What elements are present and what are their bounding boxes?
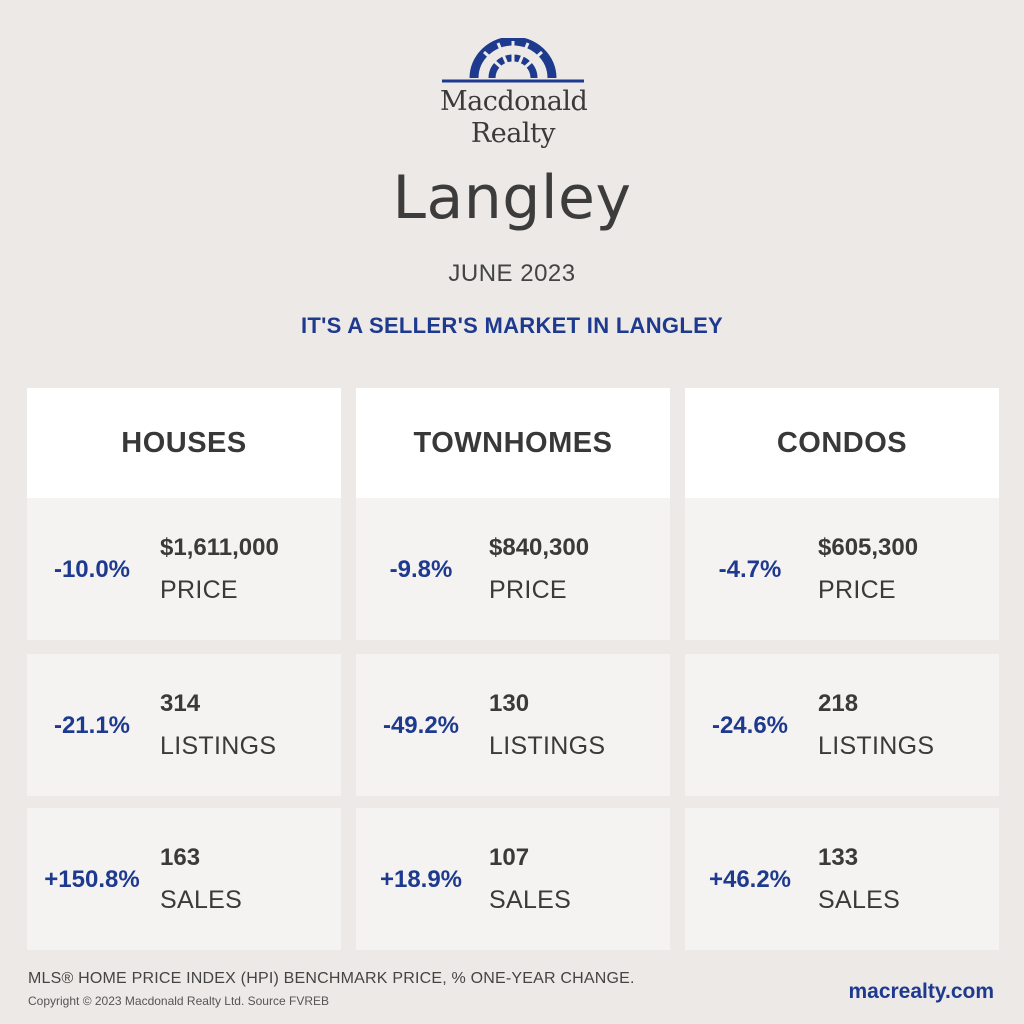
listings-card: -49.2% 130 LISTINGS	[356, 654, 670, 796]
sales-card: +18.9% 107 SALES	[356, 808, 670, 950]
brand-logo: Macdonald Realty	[440, 38, 588, 156]
methodology-note: MLS® HOME PRICE INDEX (HPI) BENCHMARK PR…	[28, 970, 635, 987]
city-title: Langley	[392, 163, 632, 233]
report-month: JUNE 2023	[448, 260, 576, 287]
metric-value: 218	[818, 690, 859, 717]
metric-label: LISTINGS	[818, 732, 935, 760]
houses-column: HOUSES -10.0% $1,611,000 PRICE -21.1% 31…	[27, 388, 341, 950]
column-title: HOUSES	[27, 388, 341, 498]
metric-label: PRICE	[489, 576, 567, 604]
metric-label: PRICE	[818, 576, 896, 604]
percent-change: -9.8%	[389, 556, 453, 583]
percent-change: -49.2%	[382, 712, 460, 739]
market-tagline: IT'S A SELLER'S MARKET IN LANGLEY	[300, 313, 724, 338]
condos-column: CONDOS -4.7% $605,300 PRICE -24.6% 218 L…	[685, 388, 999, 950]
listings-card: -21.1% 314 LISTINGS	[27, 654, 341, 796]
percent-change: -21.1%	[53, 712, 131, 739]
percent-change: -10.0%	[53, 556, 131, 583]
brand-name-line2: Realty	[470, 118, 556, 149]
sunburst-arch-logo-icon	[442, 38, 584, 83]
percent-change: +18.9%	[379, 866, 463, 893]
percent-change: -4.7%	[718, 556, 782, 583]
sales-card: +150.8% 163 SALES	[27, 808, 341, 950]
metric-label: SALES	[160, 886, 243, 914]
metric-value: 314	[160, 690, 201, 717]
copyright-text: Copyright © 2023 Macdonald Realty Ltd. S…	[28, 994, 329, 1008]
townhomes-column: TOWNHOMES -9.8% $840,300 PRICE -49.2% 13…	[356, 388, 670, 950]
metric-value: 130	[489, 690, 530, 717]
percent-change: +46.2%	[708, 866, 792, 893]
metric-value: $1,611,000	[160, 534, 279, 561]
price-card: -4.7% $605,300 PRICE	[685, 498, 999, 640]
price-card: -10.0% $1,611,000 PRICE	[27, 498, 341, 640]
listings-card: -24.6% 218 LISTINGS	[685, 654, 999, 796]
column-title: TOWNHOMES	[356, 388, 670, 498]
metric-value: 133	[818, 844, 859, 871]
column-title: CONDOS	[685, 388, 999, 498]
metric-label: PRICE	[160, 576, 238, 604]
metric-value: 163	[160, 844, 201, 871]
metric-value: 107	[489, 844, 530, 871]
metric-label: SALES	[489, 886, 572, 914]
price-card: -9.8% $840,300 PRICE	[356, 498, 670, 640]
metric-value: $605,300	[818, 534, 919, 561]
metric-label: LISTINGS	[160, 732, 277, 760]
sales-card: +46.2% 133 SALES	[685, 808, 999, 950]
percent-change: -24.6%	[711, 712, 789, 739]
metric-label: LISTINGS	[489, 732, 606, 760]
metric-value: $840,300	[489, 534, 590, 561]
percent-change: +150.8%	[44, 866, 140, 893]
website-link[interactable]: macrealty.com	[848, 980, 994, 1003]
brand-name-line1: Macdonald	[440, 86, 588, 117]
metric-label: SALES	[818, 886, 901, 914]
